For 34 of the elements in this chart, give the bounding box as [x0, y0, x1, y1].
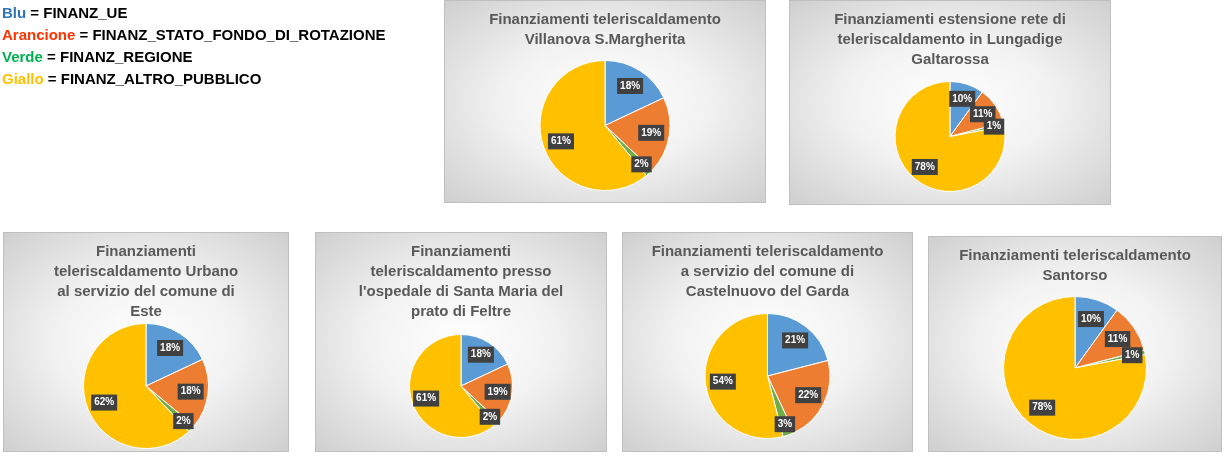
- chart-title: Finanziamenti teleriscaldamento Villanova S.Margherita: [488, 9, 722, 49]
- data-label: 1%: [986, 120, 1002, 132]
- data-label: 62%: [94, 396, 115, 408]
- data-label: 11%: [973, 107, 993, 119]
- text: Blu = FINANZ_UE: [2, 4, 128, 21]
- text: Verde = FINANZ_REGIONE: [2, 48, 193, 65]
- data-label: 18%: [470, 348, 491, 360]
- data-label: 2%: [482, 410, 498, 422]
- data-label: 10%: [952, 92, 973, 104]
- data-label: 61%: [550, 135, 572, 147]
- data-label: 2%: [634, 158, 649, 170]
- data-label: 78%: [1032, 401, 1053, 413]
- data-label: 10%: [1080, 312, 1102, 324]
- data-label: 22%: [798, 388, 819, 400]
- data-label: 19%: [641, 126, 662, 138]
- data-label: 21%: [785, 334, 806, 346]
- chart-title: Finanziamenti teleriscaldamento a servizio del comune di Castelnuovo del Garda: [650, 241, 885, 301]
- data-label: 19%: [487, 385, 508, 397]
- data-label: 1%: [1124, 348, 1140, 360]
- chart-title: Finanziamenti teleriscaldamento Santorso: [958, 245, 1192, 285]
- data-label: 78%: [914, 160, 935, 172]
- text: Giallo = FINANZ_ALTRO_PUBBLICO: [2, 70, 262, 87]
- data-label: 61%: [416, 392, 437, 404]
- data-label: 54%: [712, 375, 733, 387]
- data-label: 18%: [180, 385, 201, 397]
- data-label: 2%: [176, 414, 191, 426]
- chart-title: Finanziamenti estensione rete di teleriscaldamento in Lungadige Galtarossa: [833, 9, 1067, 69]
- data-label: 18%: [160, 341, 181, 353]
- data-label: 18%: [620, 79, 641, 91]
- data-label: 11%: [1107, 332, 1128, 344]
- data-label: 3%: [777, 417, 793, 429]
- chart-title: Finanziamenti teleriscaldamento Urbano al servizio del comune di Este: [52, 241, 240, 321]
- text: Arancione = FINANZ_STATO_FONDO_DI_ROTAZIONE: [2, 26, 386, 43]
- chart-title: Finanziamenti teleriscaldamento presso l'ospedale di Santa Maria del prato di Feltre: [357, 241, 565, 321]
